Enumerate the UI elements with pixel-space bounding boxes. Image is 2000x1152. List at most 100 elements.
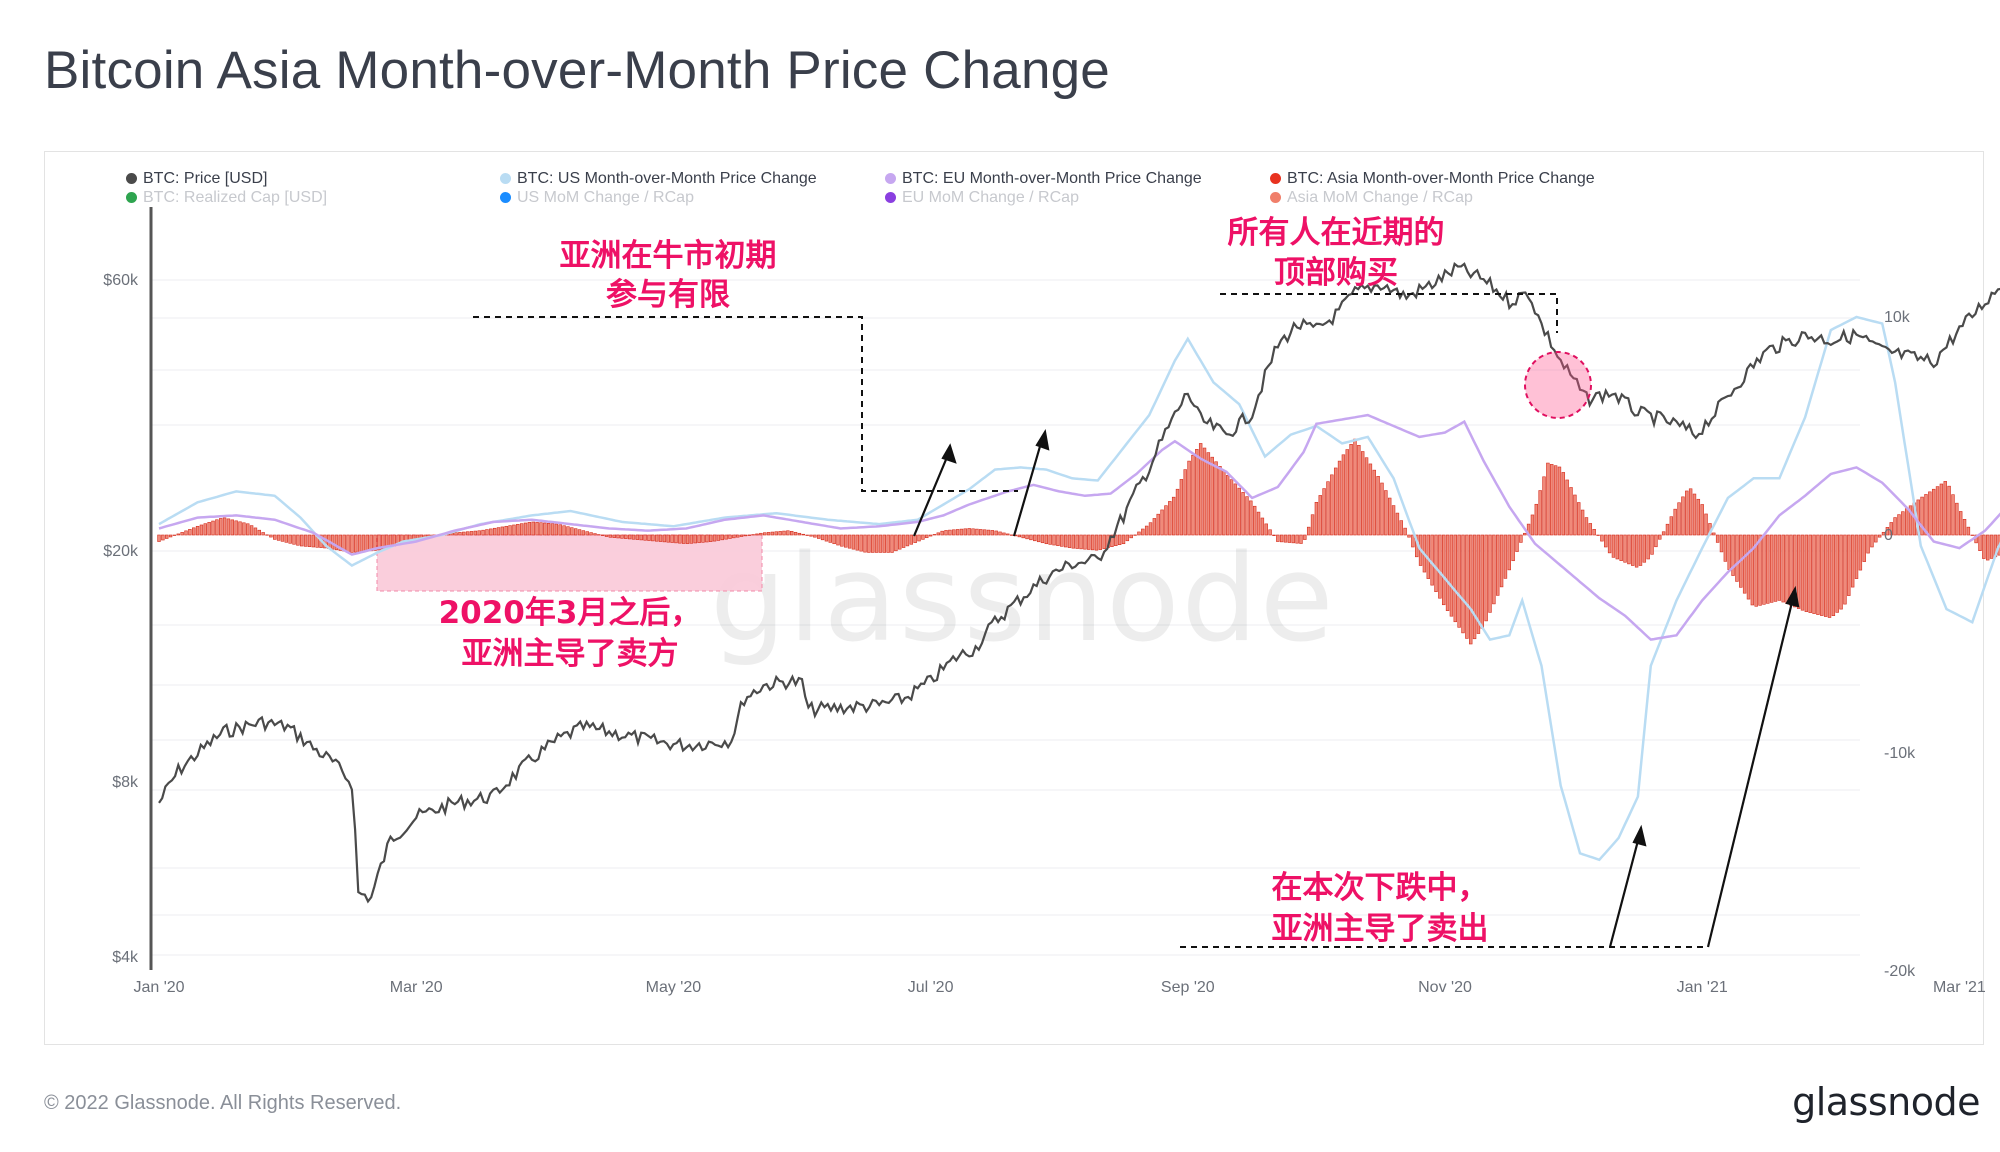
asia-mom-bar: [222, 517, 227, 536]
asia-mom-bar: [172, 534, 177, 536]
asia-mom-bar: [1503, 534, 1508, 579]
asia-mom-bar: [334, 534, 339, 551]
asia-mom-bar: [1920, 496, 1924, 536]
asia-mom-bar: [554, 523, 559, 536]
asia-mom-bar: [1812, 534, 1816, 614]
asia-mom-bar: [871, 534, 875, 553]
asia-mom-bar: [300, 534, 304, 547]
asia-mom-bar: [1033, 534, 1037, 542]
asia-mom-bar: [1156, 513, 1160, 536]
asia-mom-bar: [1982, 534, 1986, 559]
asia-mom-bar: [975, 528, 979, 536]
asia-mom-bar: [1229, 479, 1234, 536]
asia-mom-bar: [1079, 534, 1083, 550]
asia-mom-bar: [1395, 512, 1400, 536]
asia-mom-bar: [944, 530, 948, 536]
legend-dot-icon: [1270, 173, 1281, 184]
asia-mom-bar: [1245, 496, 1249, 536]
asia-mom-bar: [1931, 488, 1936, 536]
asia-mom-bar: [913, 534, 917, 543]
asia-mom-bar: [1692, 493, 1697, 536]
asia-mom-bar: [631, 534, 636, 540]
asia-mom-bar: [1002, 532, 1006, 536]
x-axis-ticks: Jan '20 Mar '20 May '20 Jul '20 Sep '20 Nov '…: [133, 979, 1985, 996]
asia-mom-bar: [635, 534, 640, 540]
asia-mom-bar: [1877, 534, 1882, 538]
asia-mom-bar: [203, 523, 207, 536]
asia-mom-bar: [720, 534, 724, 541]
asia-mom-bar: [1820, 534, 1824, 616]
brand-logo: glassnode: [1792, 1080, 1980, 1124]
legend-item[interactable]: BTC: Price [USD]: [126, 170, 267, 188]
asia-mom-bar: [1322, 488, 1326, 536]
asia-mom-bar: [1573, 494, 1577, 536]
asia-mom-bar: [1353, 438, 1357, 536]
asia-mom-bar: [1488, 534, 1492, 613]
asia-mom-bar: [905, 534, 910, 547]
annotation-early-bull-line1: 亚洲在牛市初期: [560, 238, 777, 274]
asia-mom-bar: [465, 531, 470, 536]
asia-mom-bar: [1800, 534, 1805, 611]
asia-mom-bar: [1546, 462, 1550, 536]
asia-mom-bar: [886, 534, 890, 553]
asia-mom-bar: [790, 530, 794, 536]
asia-mom-bar: [967, 528, 971, 536]
asia-mom-bar: [504, 525, 508, 536]
asia-mom-bar: [948, 529, 952, 536]
asia-mom-bar: [1958, 511, 1963, 536]
asia-mom-bar: [288, 534, 292, 544]
asia-mom-bar: [1596, 534, 1600, 536]
annotation-after-march-line2: 亚洲主导了卖方: [462, 636, 679, 672]
legend-item[interactable]: EU MoM Change / RCap: [885, 189, 1079, 207]
asia-mom-bar: [284, 534, 289, 543]
asia-mom-bar: [921, 534, 925, 540]
asia-mom-bar: [1661, 531, 1666, 536]
asia-mom-bar: [797, 532, 802, 536]
asia-mom-bar: [971, 528, 975, 536]
legend-item[interactable]: Asia MoM Change / RCap: [1270, 189, 1473, 207]
legend-dot-icon: [1270, 192, 1281, 203]
asia-mom-bar: [620, 534, 624, 539]
asia-mom-bar: [1754, 534, 1758, 607]
asia-mom-bar: [1862, 534, 1866, 562]
asia-mom-bar: [681, 534, 686, 544]
asia-mom-bar: [481, 529, 485, 536]
asia-mom-bar: [1480, 534, 1484, 629]
asia-mom-bar: [207, 522, 211, 536]
legend-label: BTC: Price [USD]: [143, 170, 268, 187]
asia-mom-bar: [1658, 534, 1662, 540]
legend-item[interactable]: BTC: Realized Cap [USD]: [126, 189, 327, 207]
asia-mom-bar: [1310, 514, 1315, 536]
asia-mom-bar: [1858, 534, 1863, 571]
asia-mom-bar: [1947, 485, 1951, 536]
asia-mom-bar: [1114, 534, 1118, 546]
asia-mom-bar: [1264, 523, 1268, 536]
x-tick-label: Jul '20: [908, 979, 954, 996]
asia-mom-bar: [1796, 534, 1801, 609]
asia-mom-bar: [820, 534, 825, 541]
asia-mom-bar: [1715, 534, 1720, 543]
asia-mom-bar: [527, 522, 532, 536]
legend-item[interactable]: BTC: EU Month-over-Month Price Change: [885, 170, 1202, 188]
asia-mom-bar: [1071, 534, 1076, 549]
asia-mom-bar: [1766, 534, 1770, 604]
asia-mom-bar: [1642, 534, 1647, 563]
asia-mom-bar: [1723, 534, 1728, 562]
asia-mom-bar: [1009, 534, 1014, 536]
asia-mom-bar: [1129, 534, 1133, 539]
asia-mom-bar: [1360, 451, 1365, 536]
legend-item[interactable]: BTC: Asia Month-over-Month Price Change: [1270, 170, 1595, 188]
legend-item[interactable]: US MoM Change / RCap: [500, 189, 694, 207]
eu-mom-line: [158, 413, 2000, 641]
asia-mom-bar: [890, 534, 894, 553]
asia-mom-bar: [1839, 534, 1843, 610]
asia-mom-bar: [1438, 534, 1442, 599]
asia-mom-bar: [1804, 534, 1809, 612]
legend-item[interactable]: BTC: US Month-over-Month Price Change: [500, 170, 817, 188]
asia-mom-bar: [751, 534, 755, 536]
asia-mom-bar: [1550, 464, 1554, 536]
asia-mom-bar: [982, 529, 987, 536]
asia-mom-bar: [1102, 534, 1106, 549]
asia-mom-bar: [1372, 469, 1376, 536]
